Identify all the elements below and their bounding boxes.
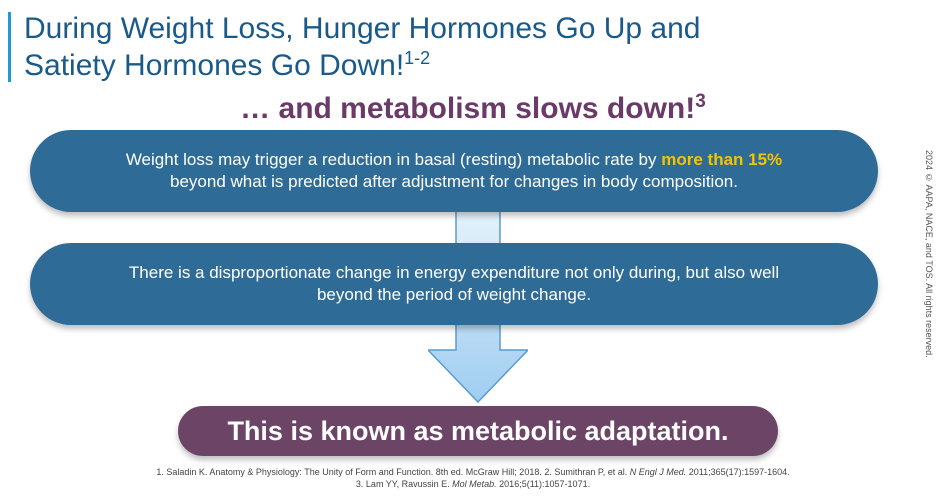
ref1-journal: N Engl J Med. [630,467,687,477]
subtitle-citation: 3 [695,91,706,112]
title-accent-bar [8,12,11,82]
slide-title: During Weight Loss, Hunger Hormones Go U… [24,10,864,84]
point1-text: Weight loss may trigger a reduction in b… [126,150,661,169]
reference-line-1: 1. Saladin K. Anatomy & Physiology: The … [0,466,946,478]
ref2-prefix: 3. Lam YY, Ravussin E. [356,479,452,489]
copyright-notice: 2024 © AAPA, NACE, and TOS. All rights r… [924,150,934,358]
point1-highlight: more than 15% [661,150,782,169]
title-line-2: Satiety Hormones Go Down! [24,49,404,82]
ref1-suffix: 2011;365(17):1597-1604. [686,467,789,477]
subtitle-text: … and metabolism slows down! [240,92,695,125]
reference-line-2: 3. Lam YY, Ravussin E. Mol Metab. 2016;5… [0,478,946,490]
slide-subtitle: … and metabolism slows down!3 [0,92,946,126]
ref2-suffix: 2016;5(11):1057-1071. [497,479,590,489]
title-citation: 1-2 [404,48,430,68]
energy-expenditure-point: There is a disproportionate change in en… [30,243,878,325]
conclusion-text: This is known as metabolic adaptation. [227,416,728,447]
metabolic-rate-point: Weight loss may trigger a reduction in b… [30,130,878,212]
point2-line2: beyond the period of weight change. [317,284,591,306]
point2-line1: There is a disproportionate change in en… [129,262,779,284]
metabolic-adaptation-banner: This is known as metabolic adaptation. [178,406,778,456]
title-line-1: During Weight Loss, Hunger Hormones Go U… [24,12,700,45]
point1-line1: Weight loss may trigger a reduction in b… [126,149,782,171]
ref2-journal: Mol Metab. [452,479,497,489]
point1-line2: beyond what is predicted after adjustmen… [170,171,738,193]
ref1-prefix: 1. Saladin K. Anatomy & Physiology: The … [156,467,629,477]
references: 1. Saladin K. Anatomy & Physiology: The … [0,466,946,490]
